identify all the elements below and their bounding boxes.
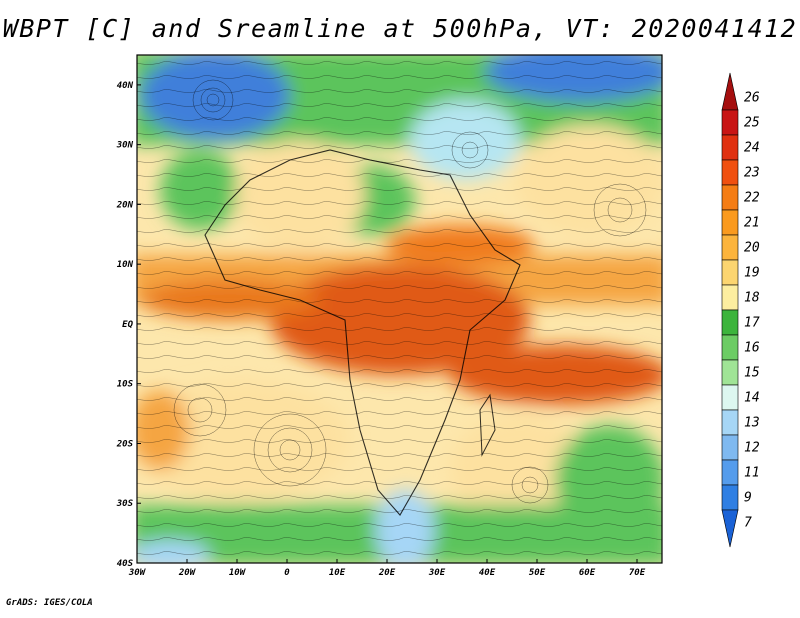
lat-tick-label: 30N (116, 141, 134, 151)
colorbar-swatch (721, 284, 739, 311)
lon-tick-label: 10E (329, 568, 346, 578)
colorbar-swatch (721, 309, 739, 336)
colorbar-label: 22 (744, 191, 760, 206)
colorbar-swatch (721, 509, 739, 548)
lon-tick-label: 30W (128, 568, 147, 578)
colorbar-swatch (721, 359, 739, 386)
wbpt-field (137, 55, 662, 563)
colorbar-label: 17 (744, 316, 760, 331)
colorbar-label: 19 (744, 266, 760, 281)
colorbar-label: 9 (744, 491, 752, 506)
lat-tick-label: 20N (116, 200, 134, 210)
colorbar-label: 15 (744, 366, 760, 381)
lat-tick-label: 40N (117, 81, 134, 91)
lon-tick-label: 10W (229, 568, 247, 578)
colorbar-swatch (721, 484, 739, 511)
colorbar-label: 12 (744, 441, 760, 456)
lon-tick-label: 30E (428, 568, 446, 578)
lat-tick-label: 10N (117, 260, 134, 270)
colorbar-swatch (721, 159, 739, 186)
colorbar-swatch (721, 109, 739, 136)
colorbar-swatch (721, 184, 739, 211)
grads-credit: GrADS: IGES/COLA (6, 598, 93, 608)
lat-tick-label: 30S (116, 499, 134, 509)
colorbar-label: 7 (744, 516, 752, 531)
colorbar-swatch (721, 459, 739, 486)
colorbar-label: 16 (744, 341, 760, 356)
plot-frame (136, 54, 663, 564)
colorbar-swatch (721, 409, 739, 436)
latitude-axis: 40N 30N 20N 10N EQ 10S 20S 30S 40S (116, 81, 141, 569)
lat-tick-label: 40S (117, 559, 134, 569)
lon-tick-label: 60E (579, 568, 596, 578)
colorbar-swatch (721, 334, 739, 361)
colorbar-label: 11 (744, 466, 760, 481)
colorbar-label: 25 (744, 116, 760, 131)
colorbar-label: 18 (744, 291, 760, 306)
colorbar-label: 26 (744, 91, 760, 106)
lon-tick-label: 40E (479, 568, 496, 578)
lat-tick-label: EQ (122, 320, 133, 330)
colorbar-swatch (721, 259, 739, 286)
colorbar-label: 21 (744, 216, 760, 231)
colorbar-swatch (721, 234, 739, 261)
colorbar-label: 20 (744, 241, 760, 256)
map-title: WBPT [C] and Sreamline at 500hPa, VT: 20… (2, 14, 798, 43)
colorbar-label: 23 (744, 166, 760, 181)
colorbar-label: 13 (744, 416, 760, 431)
colorbar-swatch (721, 209, 739, 236)
lon-tick-label: 50E (529, 568, 546, 578)
longitude-axis: 30W 20W 10W 0 10E 20E 30E 40E 50E 60E 70E (128, 559, 646, 578)
colorbar-swatch (721, 134, 739, 161)
lon-tick-label: 20W (178, 568, 197, 578)
lat-tick-label: 10S (117, 380, 134, 390)
colorbar-swatch (721, 434, 739, 461)
lon-tick-label: 0 (284, 568, 290, 578)
lon-tick-label: 20E (378, 568, 396, 578)
lon-tick-label: 70E (629, 568, 646, 578)
colorbar: 26 25 24 23 22 21 20 19 18 17 16 15 14 13 12 11 9 7 (721, 72, 760, 548)
colorbar-label: 14 (744, 391, 760, 406)
colorbar-swatch (721, 384, 739, 411)
lat-tick-label: 20S (116, 439, 134, 449)
colorbar-swatch (721, 72, 739, 111)
colorbar-label: 24 (744, 141, 760, 156)
